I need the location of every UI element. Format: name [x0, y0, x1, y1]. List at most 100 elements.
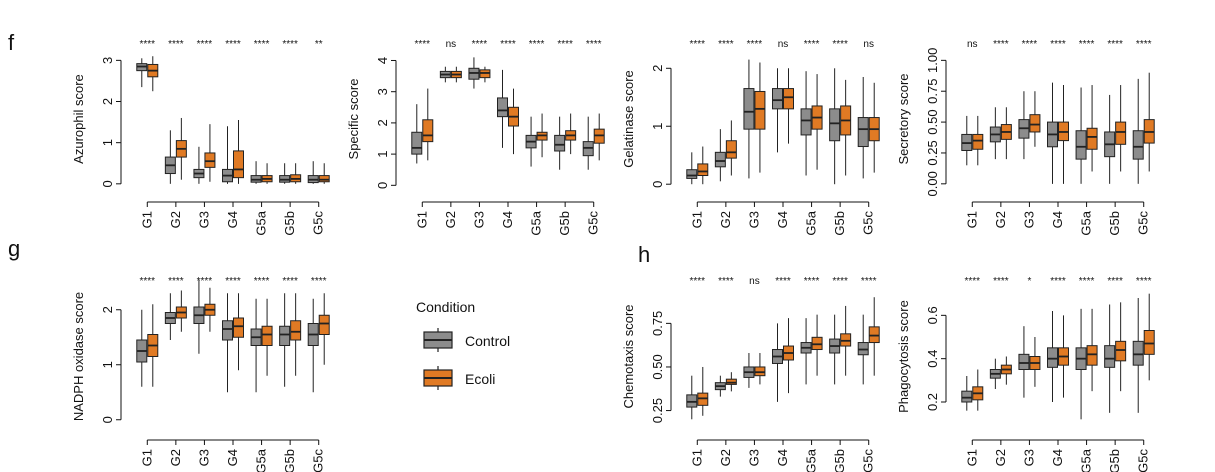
significance-label: ****: [689, 39, 705, 50]
x-tick-label: G3: [196, 211, 211, 228]
y-tick-label: 0.00: [925, 171, 940, 196]
box: [1115, 340, 1127, 362]
y-tick-label: 0: [100, 180, 115, 187]
box: [261, 325, 273, 346]
y-axis-label: Gelatinase score: [621, 70, 636, 168]
x-tick-label: G3: [471, 211, 486, 228]
chart-0: 0 1 2 3 Azurophil score G1 **** G2 **** G3 **** G4 *…: [71, 39, 330, 236]
box: [1086, 345, 1098, 366]
box: [743, 88, 755, 130]
significance-label: ****: [1107, 276, 1123, 287]
chart-2: 0 1 2 Gelatinase score G1 **** G2 **** G3 **** G4 n…: [621, 39, 880, 236]
y-tick-label: 0.75: [925, 79, 940, 104]
significance-label: ****: [804, 276, 820, 287]
x-tick-label: G5b: [1107, 449, 1122, 472]
significance-label: ****: [557, 39, 573, 50]
y-tick-label: 0.25: [650, 398, 665, 423]
box: [754, 90, 766, 130]
significance-label: ****: [414, 39, 430, 50]
box-control-G2: [439, 66, 451, 83]
box: [714, 151, 726, 168]
box: [961, 390, 973, 403]
box: [318, 175, 330, 183]
x-tick-label: G4: [225, 449, 240, 466]
significance-label: ****: [832, 276, 848, 287]
box: [800, 108, 812, 136]
significance-label: ****: [311, 276, 327, 287]
box-control-G1: [961, 376, 973, 411]
box-ecoli-G2: [1000, 356, 1012, 385]
x-tick-label: G5a: [804, 210, 819, 235]
x-tick-label: G5c: [586, 211, 601, 235]
box: [411, 131, 423, 155]
box-control-G1: [411, 104, 423, 164]
y-tick-label: 0.50: [925, 109, 940, 134]
significance-label: ns: [749, 276, 760, 287]
box-control-G5c: [857, 76, 869, 179]
box: [829, 108, 841, 142]
box-control-G5a: [800, 318, 812, 385]
x-tick-label: G4: [775, 211, 790, 228]
box-control-G1: [961, 115, 973, 166]
x-tick-label: G5c: [311, 449, 326, 472]
box-control-G5b: [1104, 94, 1116, 184]
significance-label: ****: [1107, 39, 1123, 50]
significance-label: ****: [718, 276, 734, 287]
box-control-G5b: [1104, 304, 1116, 413]
y-tick-label: 0: [100, 416, 115, 423]
x-tick-label: G5a: [254, 448, 269, 472]
x-tick-label: G5b: [557, 211, 572, 236]
chart-6: 0.2 0.4 0.6 Phagocytosis score G1 **** G2 **** G…: [896, 276, 1155, 472]
significance-label: ****: [775, 276, 791, 287]
box: [857, 117, 869, 148]
box-control-G1: [686, 152, 698, 185]
significance-label: ****: [139, 276, 155, 287]
box-control-G1: [136, 58, 148, 88]
significance-label: ns: [967, 39, 978, 50]
x-tick-label: G5b: [832, 449, 847, 472]
box: [783, 88, 794, 110]
box-ecoli-G3: [1029, 91, 1041, 147]
y-tick-label: 0: [650, 181, 665, 188]
box-ecoli-G5a: [811, 74, 823, 170]
box-control-G3: [743, 353, 755, 388]
y-axis-label: Chemotaxis score: [621, 304, 636, 408]
y-axis-label: Azurophil score: [71, 74, 86, 164]
x-tick-label: G3: [1021, 211, 1036, 228]
box-control-G3: [743, 59, 755, 179]
box: [772, 88, 783, 110]
significance-label: ****: [804, 39, 820, 50]
legend-label-ecoli: Ecoli: [465, 371, 495, 387]
x-tick-label: G5a: [254, 210, 269, 235]
y-tick-label: 3: [100, 57, 115, 64]
box-control-G4: [1047, 82, 1058, 184]
box-ecoli-G5a: [261, 163, 273, 184]
box-control-G5c: [307, 161, 319, 184]
legend-key-control: [423, 328, 453, 352]
significance-label: ****: [500, 39, 516, 50]
box-ecoli-G3: [754, 353, 766, 385]
box-control-G2: [164, 293, 176, 340]
chart-5: 0.25 0.50 0.75 Chemotaxis score G1 **** G2 ****…: [621, 276, 880, 472]
x-tick-label: G5b: [282, 211, 297, 236]
y-tick-label: 4: [375, 57, 390, 64]
x-tick-label: G4: [1050, 449, 1065, 466]
box-control-G5a: [1075, 308, 1087, 420]
box-ecoli-G2: [725, 372, 737, 392]
box: [972, 133, 984, 150]
y-axis-label: NADPH oxidase score: [71, 292, 86, 421]
y-tick-label: 0: [375, 182, 390, 189]
box: [1029, 114, 1041, 133]
significance-label: ****: [282, 39, 298, 50]
box-control-G2: [989, 358, 1001, 389]
x-tick-label: G5c: [311, 211, 326, 235]
y-tick-label: 0.50: [650, 354, 665, 379]
box: [233, 150, 244, 179]
significance-label: ****: [832, 39, 848, 50]
box-ecoli-G5b: [840, 305, 852, 376]
box-control-G5c: [1132, 298, 1144, 413]
box: [1115, 121, 1127, 145]
x-tick-label: G1: [689, 449, 704, 466]
significance-label: ****: [254, 39, 270, 50]
x-tick-label: G1: [689, 211, 704, 228]
